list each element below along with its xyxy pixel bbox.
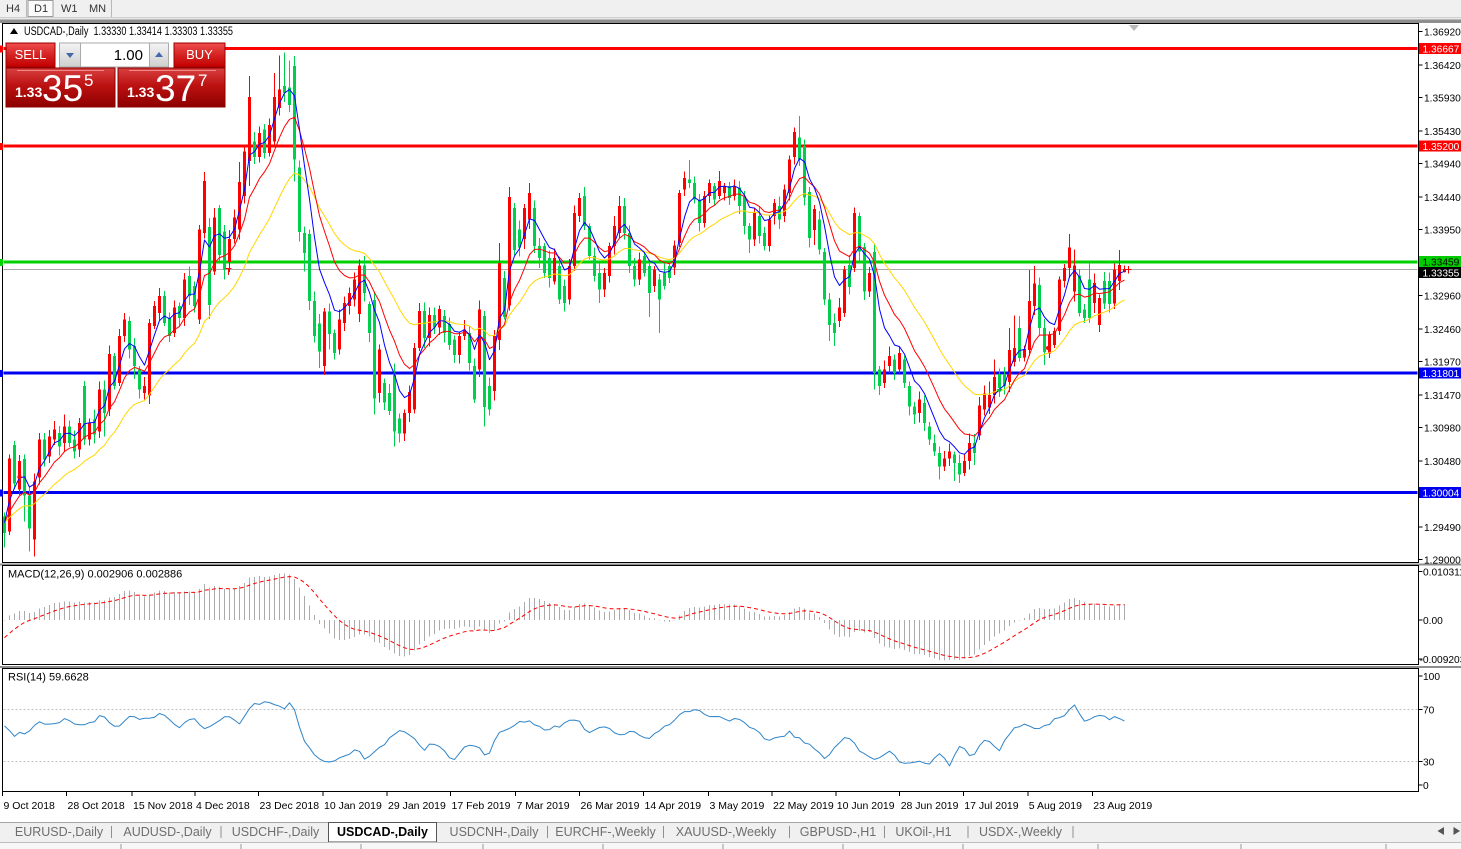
svg-text:26 Mar 2019: 26 Mar 2019 xyxy=(581,800,640,812)
svg-text:37: 37 xyxy=(155,68,196,109)
svg-text:3 May 2019: 3 May 2019 xyxy=(710,800,765,812)
svg-text:USDCNH-,Daily: USDCNH-,Daily xyxy=(450,825,540,839)
svg-text:14 Apr 2019: 14 Apr 2019 xyxy=(645,800,702,812)
svg-text:1.33355: 1.33355 xyxy=(1423,269,1460,280)
svg-text:0: 0 xyxy=(1423,781,1429,792)
svg-text:7: 7 xyxy=(198,71,207,90)
svg-text:17 Feb 2019: 17 Feb 2019 xyxy=(452,800,511,812)
svg-text:H4: H4 xyxy=(6,3,20,15)
svg-text:RSI(14) 59.6628: RSI(14) 59.6628 xyxy=(8,672,89,684)
svg-text:1.29490: 1.29490 xyxy=(1424,523,1461,534)
svg-text:1.35200: 1.35200 xyxy=(1423,142,1460,153)
svg-text:1.33950: 1.33950 xyxy=(1424,225,1461,236)
svg-text:-0.009203: -0.009203 xyxy=(1420,655,1461,666)
svg-text:1.35430: 1.35430 xyxy=(1424,127,1461,138)
svg-text:5: 5 xyxy=(84,71,93,90)
svg-text:0.010311: 0.010311 xyxy=(1423,568,1461,579)
svg-text:1.34940: 1.34940 xyxy=(1424,159,1461,170)
svg-text:USDCHF-,Daily: USDCHF-,Daily xyxy=(232,825,320,839)
svg-text:23 Dec 2018: 23 Dec 2018 xyxy=(260,800,320,812)
svg-text:0.00: 0.00 xyxy=(1423,616,1443,627)
svg-text:29 Jan 2019: 29 Jan 2019 xyxy=(388,800,446,812)
svg-text:1.33: 1.33 xyxy=(15,84,42,100)
svg-text:1.34440: 1.34440 xyxy=(1424,193,1461,204)
svg-text:1.35930: 1.35930 xyxy=(1424,93,1461,104)
svg-text:1.31970: 1.31970 xyxy=(1424,358,1461,369)
svg-text:1.00: 1.00 xyxy=(114,47,143,64)
svg-text:10 Jun 2019: 10 Jun 2019 xyxy=(837,800,895,812)
svg-text:1.33459: 1.33459 xyxy=(1423,258,1460,269)
svg-text:USDCAD-,Daily: USDCAD-,Daily xyxy=(337,825,428,839)
svg-text:BUY: BUY xyxy=(186,47,213,62)
svg-text:W1: W1 xyxy=(61,3,78,15)
svg-text:4 Dec 2018: 4 Dec 2018 xyxy=(196,800,250,812)
svg-text:17 Jul 2019: 17 Jul 2019 xyxy=(964,800,1018,812)
svg-text:1.30004: 1.30004 xyxy=(1423,489,1460,500)
svg-text:1.36420: 1.36420 xyxy=(1424,61,1461,72)
svg-text:EURUSD-,Daily: EURUSD-,Daily xyxy=(15,825,104,839)
svg-text:9 Oct 2018: 9 Oct 2018 xyxy=(4,800,56,812)
svg-text:1.30480: 1.30480 xyxy=(1424,457,1461,468)
svg-text:1.29000: 1.29000 xyxy=(1424,556,1461,567)
svg-text:35: 35 xyxy=(42,68,83,109)
svg-text:15 Nov 2018: 15 Nov 2018 xyxy=(133,800,193,812)
svg-text:GBPUSD-,H1: GBPUSD-,H1 xyxy=(800,825,876,839)
svg-text:28 Jun 2019: 28 Jun 2019 xyxy=(901,800,959,812)
svg-text:MACD(12,26,9) 0.002906 0.00288: MACD(12,26,9) 0.002906 0.002886 xyxy=(8,569,182,581)
svg-text:1.36920: 1.36920 xyxy=(1424,27,1461,38)
svg-text:1.30980: 1.30980 xyxy=(1424,424,1461,435)
svg-text:5 Aug 2019: 5 Aug 2019 xyxy=(1029,800,1082,812)
svg-text:USDCAD-,Daily 1.33330 1.33414: USDCAD-,Daily 1.33330 1.33414 1.33303 1.… xyxy=(24,26,233,38)
svg-text:1.31801: 1.31801 xyxy=(1423,369,1460,380)
svg-text:1.32960: 1.32960 xyxy=(1424,292,1461,303)
svg-text:MN: MN xyxy=(89,3,106,15)
svg-text:EURCHF-,Weekly: EURCHF-,Weekly xyxy=(555,825,656,839)
svg-text:1.31470: 1.31470 xyxy=(1424,391,1461,402)
svg-text:70: 70 xyxy=(1423,706,1435,717)
svg-text:28 Oct 2018: 28 Oct 2018 xyxy=(68,800,125,812)
svg-text:23 Aug 2019: 23 Aug 2019 xyxy=(1093,800,1152,812)
svg-text:22 May 2019: 22 May 2019 xyxy=(773,800,834,812)
svg-text:SELL: SELL xyxy=(15,47,47,62)
svg-text:1.32460: 1.32460 xyxy=(1424,325,1461,336)
svg-text:1.33: 1.33 xyxy=(127,84,154,100)
svg-text:AUDUSD-,Daily: AUDUSD-,Daily xyxy=(123,825,212,839)
svg-text:USDX-,Weekly: USDX-,Weekly xyxy=(979,825,1063,839)
svg-text:D1: D1 xyxy=(34,3,48,15)
svg-text:7 Mar 2019: 7 Mar 2019 xyxy=(517,800,570,812)
svg-text:UKOil-,H1: UKOil-,H1 xyxy=(895,825,951,839)
svg-text:30: 30 xyxy=(1423,758,1435,769)
svg-text:1.36667: 1.36667 xyxy=(1423,44,1460,55)
svg-text:100: 100 xyxy=(1423,672,1440,683)
svg-text:XAUUSD-,Weekly: XAUUSD-,Weekly xyxy=(676,825,777,839)
svg-text:10 Jan 2019: 10 Jan 2019 xyxy=(324,800,382,812)
